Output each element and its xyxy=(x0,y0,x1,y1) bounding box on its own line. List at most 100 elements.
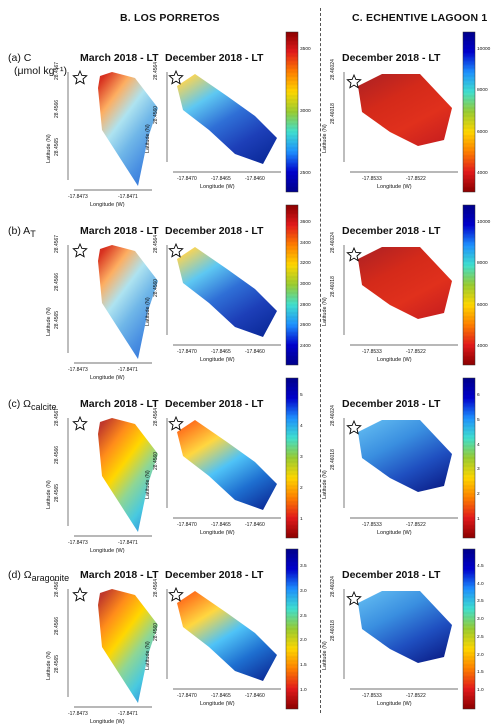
contour-map xyxy=(343,418,458,519)
axis-lines xyxy=(67,245,152,364)
lat-axis-label: Latitude (N) xyxy=(322,470,328,499)
colorbar xyxy=(462,377,476,539)
colorbar-tick: 6000 xyxy=(477,302,488,308)
lat-tick: 28.4566 xyxy=(54,99,60,118)
star-icon xyxy=(72,586,88,602)
section-title-los-porretos: B. LOS PORRETOS xyxy=(120,12,220,24)
lon-axis-label: Longitude (W) xyxy=(90,548,125,554)
lon-tick: -17.8533 xyxy=(362,349,382,355)
lat-axis-label: Latitude (N) xyxy=(46,307,52,336)
contour-fill xyxy=(358,74,452,146)
axis-lines xyxy=(67,418,152,537)
section-title-echentive: C. ECHENTIVE LAGOON 1 xyxy=(352,12,488,24)
row-label: (d) Ωaragonite xyxy=(8,569,69,583)
lat-axis-label: Latitude (N) xyxy=(322,297,328,326)
lat-tick: 28.46024 xyxy=(330,405,336,426)
lat-tick: 28.4560 xyxy=(153,105,159,124)
contour-fill xyxy=(177,420,277,510)
lon-axis-label: Longitude (W) xyxy=(90,719,125,725)
colorbar-tick: 2 xyxy=(477,492,480,498)
row-label-prefix: (c) Ω xyxy=(8,398,32,410)
row-label-subscript: T xyxy=(30,229,36,240)
lon-tick: -17.8522 xyxy=(406,176,426,182)
colorbar-tick: 3400 xyxy=(300,240,311,246)
panel-title: December 2018 - LT xyxy=(165,398,264,410)
colorbar-tick: 3 xyxy=(477,467,480,473)
colorbar-tick: 2.0 xyxy=(477,652,484,658)
lon-tick: -17.8465 xyxy=(211,176,231,182)
contour-map xyxy=(166,242,281,346)
contour-fill xyxy=(358,591,452,663)
lat-axis-label: Latitude (N) xyxy=(46,134,52,163)
colorbar-tick: 4.5 xyxy=(477,564,484,569)
colorbar-tick: 1 xyxy=(300,517,303,522)
colorbar-tick: 3600 xyxy=(300,220,311,225)
contour-map xyxy=(166,415,281,519)
lon-tick: -17.8460 xyxy=(245,176,265,182)
lon-tick: -17.8465 xyxy=(211,522,231,528)
colorbar-tick: 6 xyxy=(477,393,480,398)
lat-tick: 28.4565 xyxy=(54,483,60,502)
star-icon xyxy=(72,69,88,85)
contour-fill xyxy=(98,72,158,186)
lat-tick: 28.4566 xyxy=(54,445,60,464)
lat-axis-label: Latitude (N) xyxy=(322,124,328,153)
lat-axis-label: Latitude (N) xyxy=(145,470,151,499)
colorbar-tick: 2500 xyxy=(300,171,311,176)
lon-tick: -17.8522 xyxy=(406,693,426,699)
colorbar-tick: 3000 xyxy=(300,109,311,114)
lon-tick: -17.8471 xyxy=(118,367,138,373)
colorbar-tick: 3500 xyxy=(300,47,311,52)
lat-tick: 28.4565 xyxy=(54,654,60,673)
row-label: (c) Ωcalcite xyxy=(8,398,57,412)
star-icon xyxy=(72,242,88,258)
lon-tick: -17.8471 xyxy=(118,540,138,546)
axis-lines xyxy=(166,418,281,519)
lon-tick: -17.8470 xyxy=(177,693,197,699)
contour-fill xyxy=(177,247,277,337)
lat-tick: 28.4564 xyxy=(153,234,159,253)
lat-tick: 28.46024 xyxy=(330,232,336,253)
lon-axis-label: Longitude (W) xyxy=(377,184,412,190)
panel-title: December 2018 - LT xyxy=(342,398,441,410)
lat-tick: 28.4564 xyxy=(153,407,159,426)
colorbar-tick: 8000 xyxy=(477,88,488,94)
colorbar-tick: 5 xyxy=(477,417,480,423)
star-icon xyxy=(168,415,184,431)
colorbar-tick: 4 xyxy=(300,424,303,429)
contour-map xyxy=(343,589,458,690)
axis-lines xyxy=(166,72,281,173)
colorbar-tick: 2.5 xyxy=(300,613,307,619)
colorbar-tick: 5 xyxy=(300,393,303,398)
colorbar-tick: 2 xyxy=(300,486,303,491)
lon-tick: -17.8473 xyxy=(68,711,88,717)
colorbar-tick: 1.0 xyxy=(477,688,484,693)
lat-tick: 28.4566 xyxy=(54,616,60,635)
row-label-prefix: (a) C xyxy=(8,52,32,64)
lat-tick: 28.46018 xyxy=(330,276,336,297)
contour-fill xyxy=(98,245,158,359)
contour-map xyxy=(67,586,158,708)
star-icon xyxy=(168,242,184,258)
row-label-subscript: aragonite xyxy=(31,573,70,584)
axis-lines xyxy=(343,72,458,173)
axis-lines xyxy=(343,245,458,346)
lat-tick: 28.4560 xyxy=(153,451,159,470)
section-divider xyxy=(320,8,321,713)
colorbar-tick: 4 xyxy=(477,442,480,448)
star-icon xyxy=(168,69,184,85)
colorbar-tick: 2.5 xyxy=(477,634,484,640)
colorbar-tick: 3000 xyxy=(300,282,311,287)
colorbar-tick: 3.0 xyxy=(477,617,484,623)
panel-title: December 2018 - LT xyxy=(342,569,441,581)
panel-title: December 2018 - LT xyxy=(165,225,264,237)
lat-axis-label: Latitude (N) xyxy=(145,641,151,670)
lon-tick: -17.8460 xyxy=(245,349,265,355)
lat-tick: 28.46024 xyxy=(330,576,336,597)
lon-axis-label: Longitude (W) xyxy=(200,357,235,363)
lon-tick: -17.8533 xyxy=(362,693,382,699)
colorbar-tick: 2600 xyxy=(300,323,311,329)
lon-tick: -17.8470 xyxy=(177,349,197,355)
lon-tick: -17.8465 xyxy=(211,349,231,355)
star-icon xyxy=(346,590,362,606)
